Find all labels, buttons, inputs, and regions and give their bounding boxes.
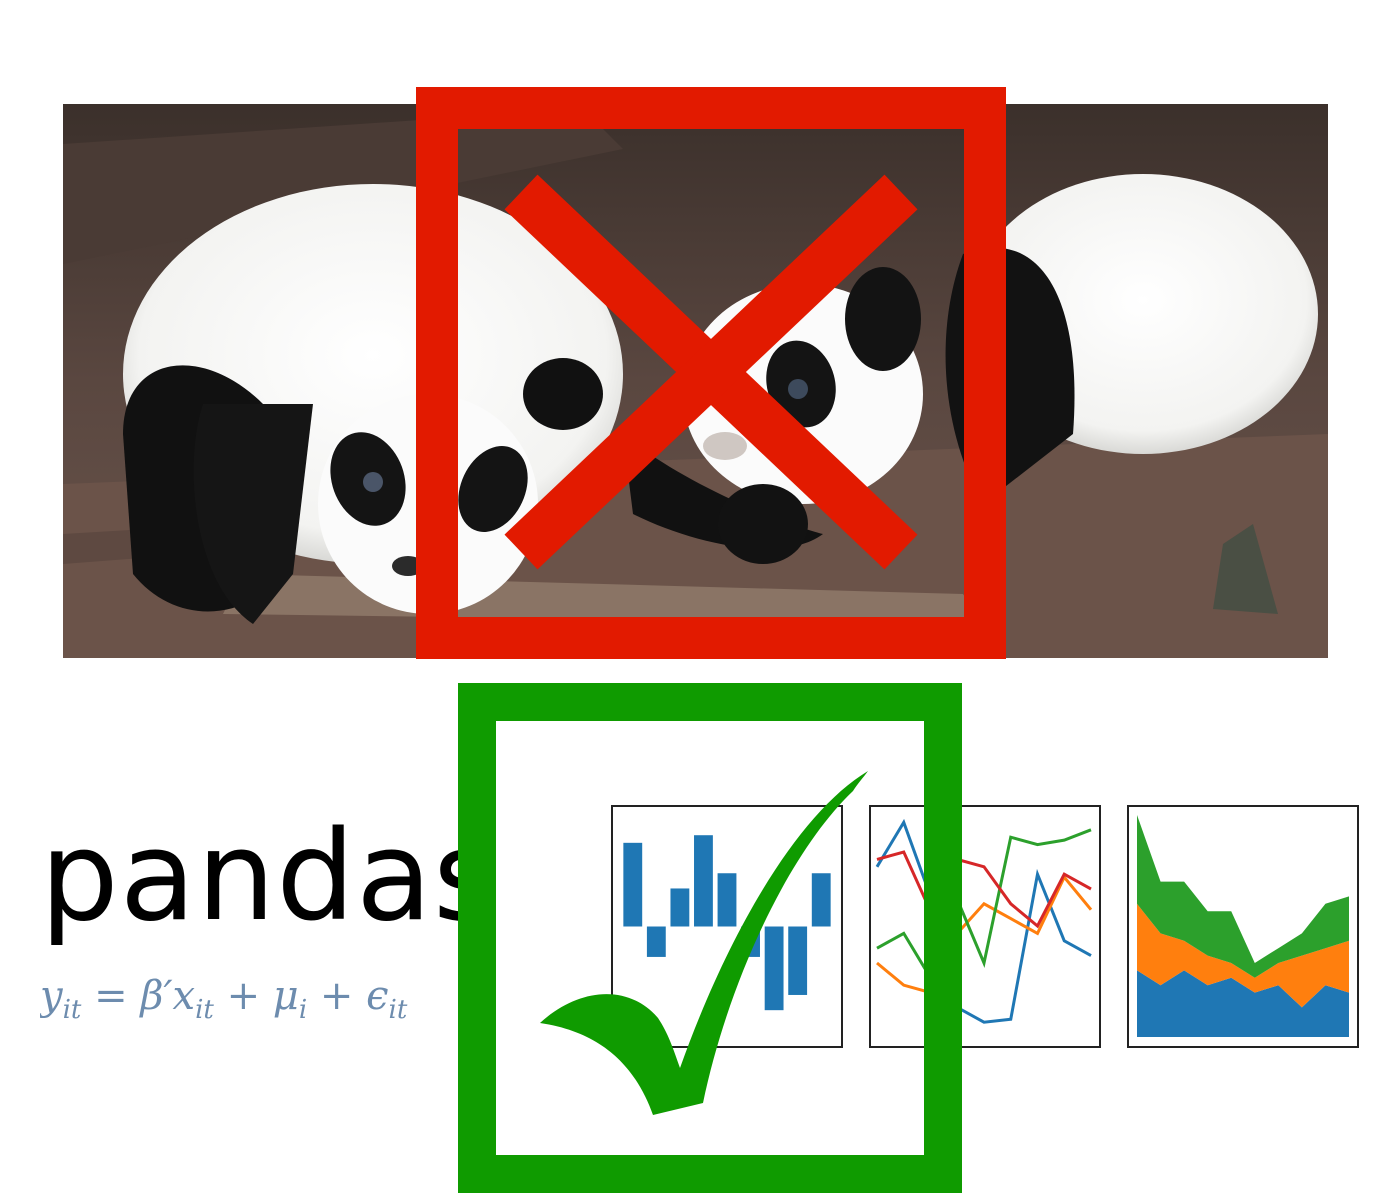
line-series (875, 818, 1092, 1024)
line-series (876, 828, 1092, 982)
approval-check-icon (458, 683, 962, 1193)
area-series (1137, 815, 1349, 978)
bar-mark (670, 888, 690, 927)
cross-stroke-b (504, 174, 918, 570)
check-frame (458, 683, 962, 1193)
line-series (876, 874, 1093, 995)
line-series (876, 850, 1092, 929)
bar-mark (717, 873, 737, 927)
pandas-formula: yit = β′xit + μi + ϵit (40, 973, 408, 1025)
area-series (1137, 970, 1349, 1037)
bar-mark (811, 873, 831, 927)
rejection-cross-icon (416, 87, 1006, 659)
bar-mark (694, 835, 713, 927)
area-chart-thumbnail (1127, 805, 1359, 1048)
pandas-wordmark: pandas (40, 805, 499, 949)
panda-photo (63, 104, 1328, 658)
check-mark (540, 771, 868, 1115)
cross-frame (416, 87, 1006, 659)
bar-mark (764, 926, 784, 1011)
bar-mark (646, 926, 666, 957)
bar-mark (788, 926, 808, 995)
bar-mark (623, 842, 643, 927)
area-series (1137, 903, 1349, 1008)
line-chart-thumbnail (869, 805, 1101, 1048)
